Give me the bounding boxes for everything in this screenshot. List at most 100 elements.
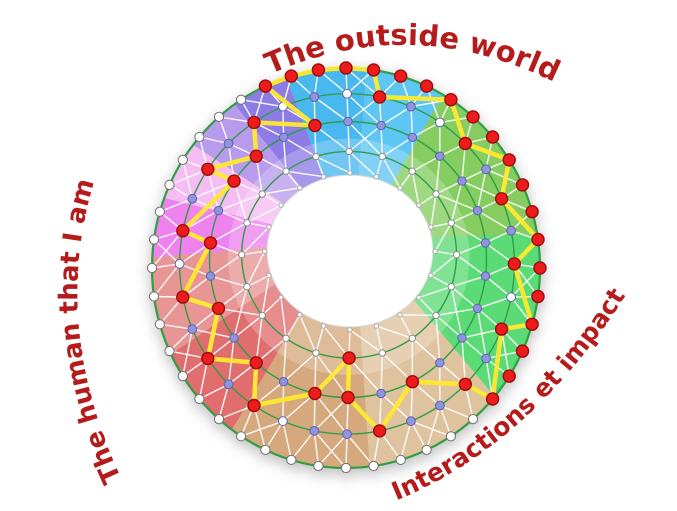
mesh-edge <box>218 383 230 420</box>
mesh-node <box>258 311 266 320</box>
mesh-node <box>432 248 438 255</box>
mesh-node <box>342 429 352 440</box>
mesh-node <box>340 462 352 474</box>
mesh-node <box>148 291 160 302</box>
red-node <box>339 61 353 75</box>
red-node <box>515 178 530 192</box>
mesh-edge <box>290 430 315 461</box>
red-node <box>485 130 500 144</box>
mesh-node <box>194 131 205 143</box>
mesh-edge <box>450 222 487 244</box>
mesh-edge <box>315 325 325 354</box>
mesh-edge <box>348 357 382 395</box>
mesh-edge <box>411 170 420 206</box>
mesh-edge <box>439 404 452 437</box>
mesh-node <box>187 193 198 204</box>
mesh-node <box>435 400 445 411</box>
mesh-edge <box>400 420 412 461</box>
mesh-edge <box>399 314 413 339</box>
mesh-edge <box>255 314 263 364</box>
mesh-node <box>342 88 352 99</box>
mesh-edge <box>410 105 414 139</box>
mesh-edge <box>151 229 184 269</box>
mesh-node <box>345 147 353 156</box>
mesh-node <box>343 116 353 127</box>
mesh-edge <box>313 430 320 467</box>
mesh-node <box>223 138 234 149</box>
mesh-node <box>435 151 445 161</box>
mesh-edge <box>282 352 317 383</box>
mesh-edge <box>159 323 194 330</box>
mesh-edge <box>380 124 383 158</box>
mesh-edge <box>375 325 413 339</box>
mesh-edge <box>434 222 452 253</box>
mesh-edge <box>209 222 248 244</box>
mesh-node <box>416 202 422 208</box>
mesh-node <box>154 319 165 330</box>
mesh-node <box>378 349 386 357</box>
red-node <box>525 317 539 331</box>
mesh-node <box>481 164 492 175</box>
mesh-node <box>472 303 483 314</box>
red-node <box>372 424 387 438</box>
mesh-edge <box>153 238 181 265</box>
mesh-node <box>373 323 379 329</box>
mesh-edge <box>450 275 487 288</box>
mesh-edge <box>315 155 351 174</box>
red-node <box>176 290 190 304</box>
mesh-node <box>452 251 461 259</box>
mesh-node <box>421 444 432 455</box>
mesh-node <box>376 120 386 131</box>
red-node <box>308 118 322 133</box>
mesh-edge <box>317 433 348 467</box>
red-node <box>211 301 226 316</box>
mesh-edge <box>182 159 194 200</box>
mesh-node <box>480 271 491 281</box>
mesh-edge <box>282 420 292 461</box>
mesh-node <box>416 294 422 301</box>
mesh-node <box>320 323 327 329</box>
mesh-node <box>243 219 251 227</box>
mesh-node <box>266 224 272 230</box>
mesh-edge <box>240 250 266 256</box>
mesh-edge <box>450 286 479 310</box>
mesh-edge <box>461 337 487 360</box>
red-node <box>458 136 472 151</box>
mesh-edge <box>313 396 349 432</box>
mesh-node <box>297 185 303 191</box>
mesh-node <box>407 132 418 143</box>
mesh-node <box>467 414 479 425</box>
mesh-edge <box>313 430 347 469</box>
mesh-node <box>397 312 403 318</box>
mesh-node <box>260 444 271 455</box>
mesh-node <box>428 272 434 279</box>
mesh-node <box>457 333 467 343</box>
mesh-node <box>435 117 445 128</box>
mesh-edge <box>380 352 383 395</box>
mesh-edge <box>513 263 539 298</box>
red-node <box>311 63 326 77</box>
mesh-node <box>480 238 491 248</box>
mesh-edge <box>450 286 463 339</box>
red-node <box>227 174 241 188</box>
red-node <box>247 115 261 130</box>
mesh-node <box>320 174 327 180</box>
red-node <box>308 386 322 401</box>
red-node <box>485 392 500 406</box>
mesh-edge <box>381 155 401 189</box>
mesh-edge <box>299 314 317 354</box>
red-node <box>341 390 355 405</box>
mesh-node <box>174 259 185 269</box>
mesh-node <box>243 283 251 291</box>
mesh-node <box>313 460 324 472</box>
mesh-edge <box>455 242 487 256</box>
red-node <box>458 377 472 391</box>
mesh-edge <box>168 168 209 186</box>
mesh-edge <box>345 433 348 469</box>
mesh-node <box>428 224 434 230</box>
mesh-node <box>447 219 455 227</box>
red-node <box>405 375 420 389</box>
mesh-node <box>309 426 320 436</box>
